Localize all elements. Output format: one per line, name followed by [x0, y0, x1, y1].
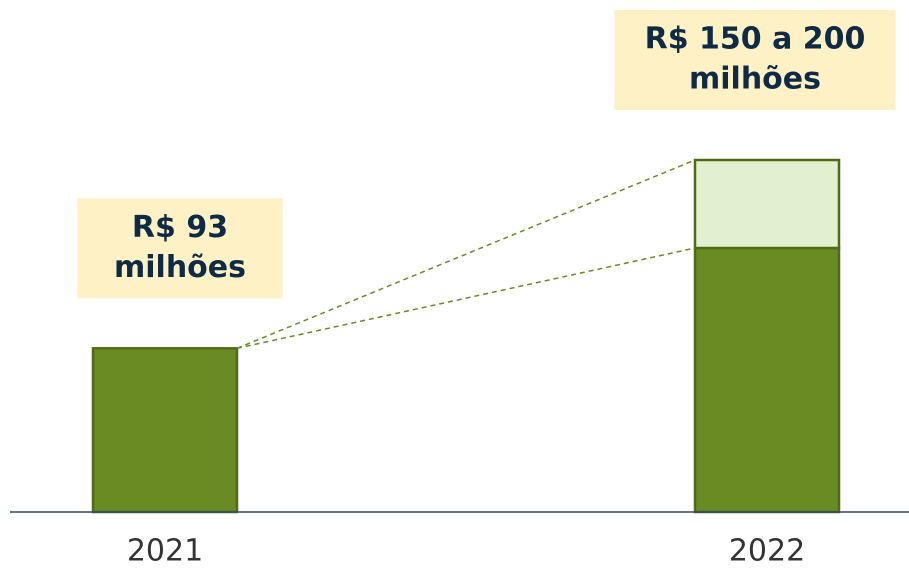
bar-segment	[693, 158, 841, 250]
annotation: R$ 150 a 200	[645, 22, 866, 57]
bar-segment	[693, 246, 841, 514]
annotation: milhões	[114, 250, 246, 285]
annotation: milhões	[689, 62, 821, 97]
x-tick-label: 2022	[729, 534, 805, 569]
annotation-box	[77, 198, 283, 299]
bar-segment	[91, 347, 239, 514]
annotation: R$ 93	[132, 210, 228, 245]
x-tick-label: 2021	[127, 534, 203, 569]
connector	[236, 247, 696, 350]
connector	[236, 159, 696, 350]
annotation-box	[614, 10, 896, 110]
